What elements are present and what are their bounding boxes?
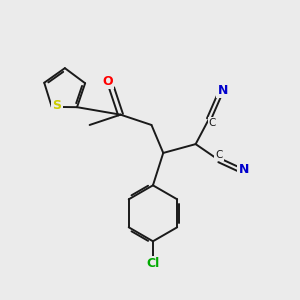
Text: S: S xyxy=(52,99,62,112)
Text: C: C xyxy=(209,118,216,128)
Text: C: C xyxy=(215,150,223,160)
Text: N: N xyxy=(238,163,249,176)
Text: Cl: Cl xyxy=(146,257,160,270)
Text: O: O xyxy=(102,75,112,88)
Text: N: N xyxy=(218,84,228,97)
